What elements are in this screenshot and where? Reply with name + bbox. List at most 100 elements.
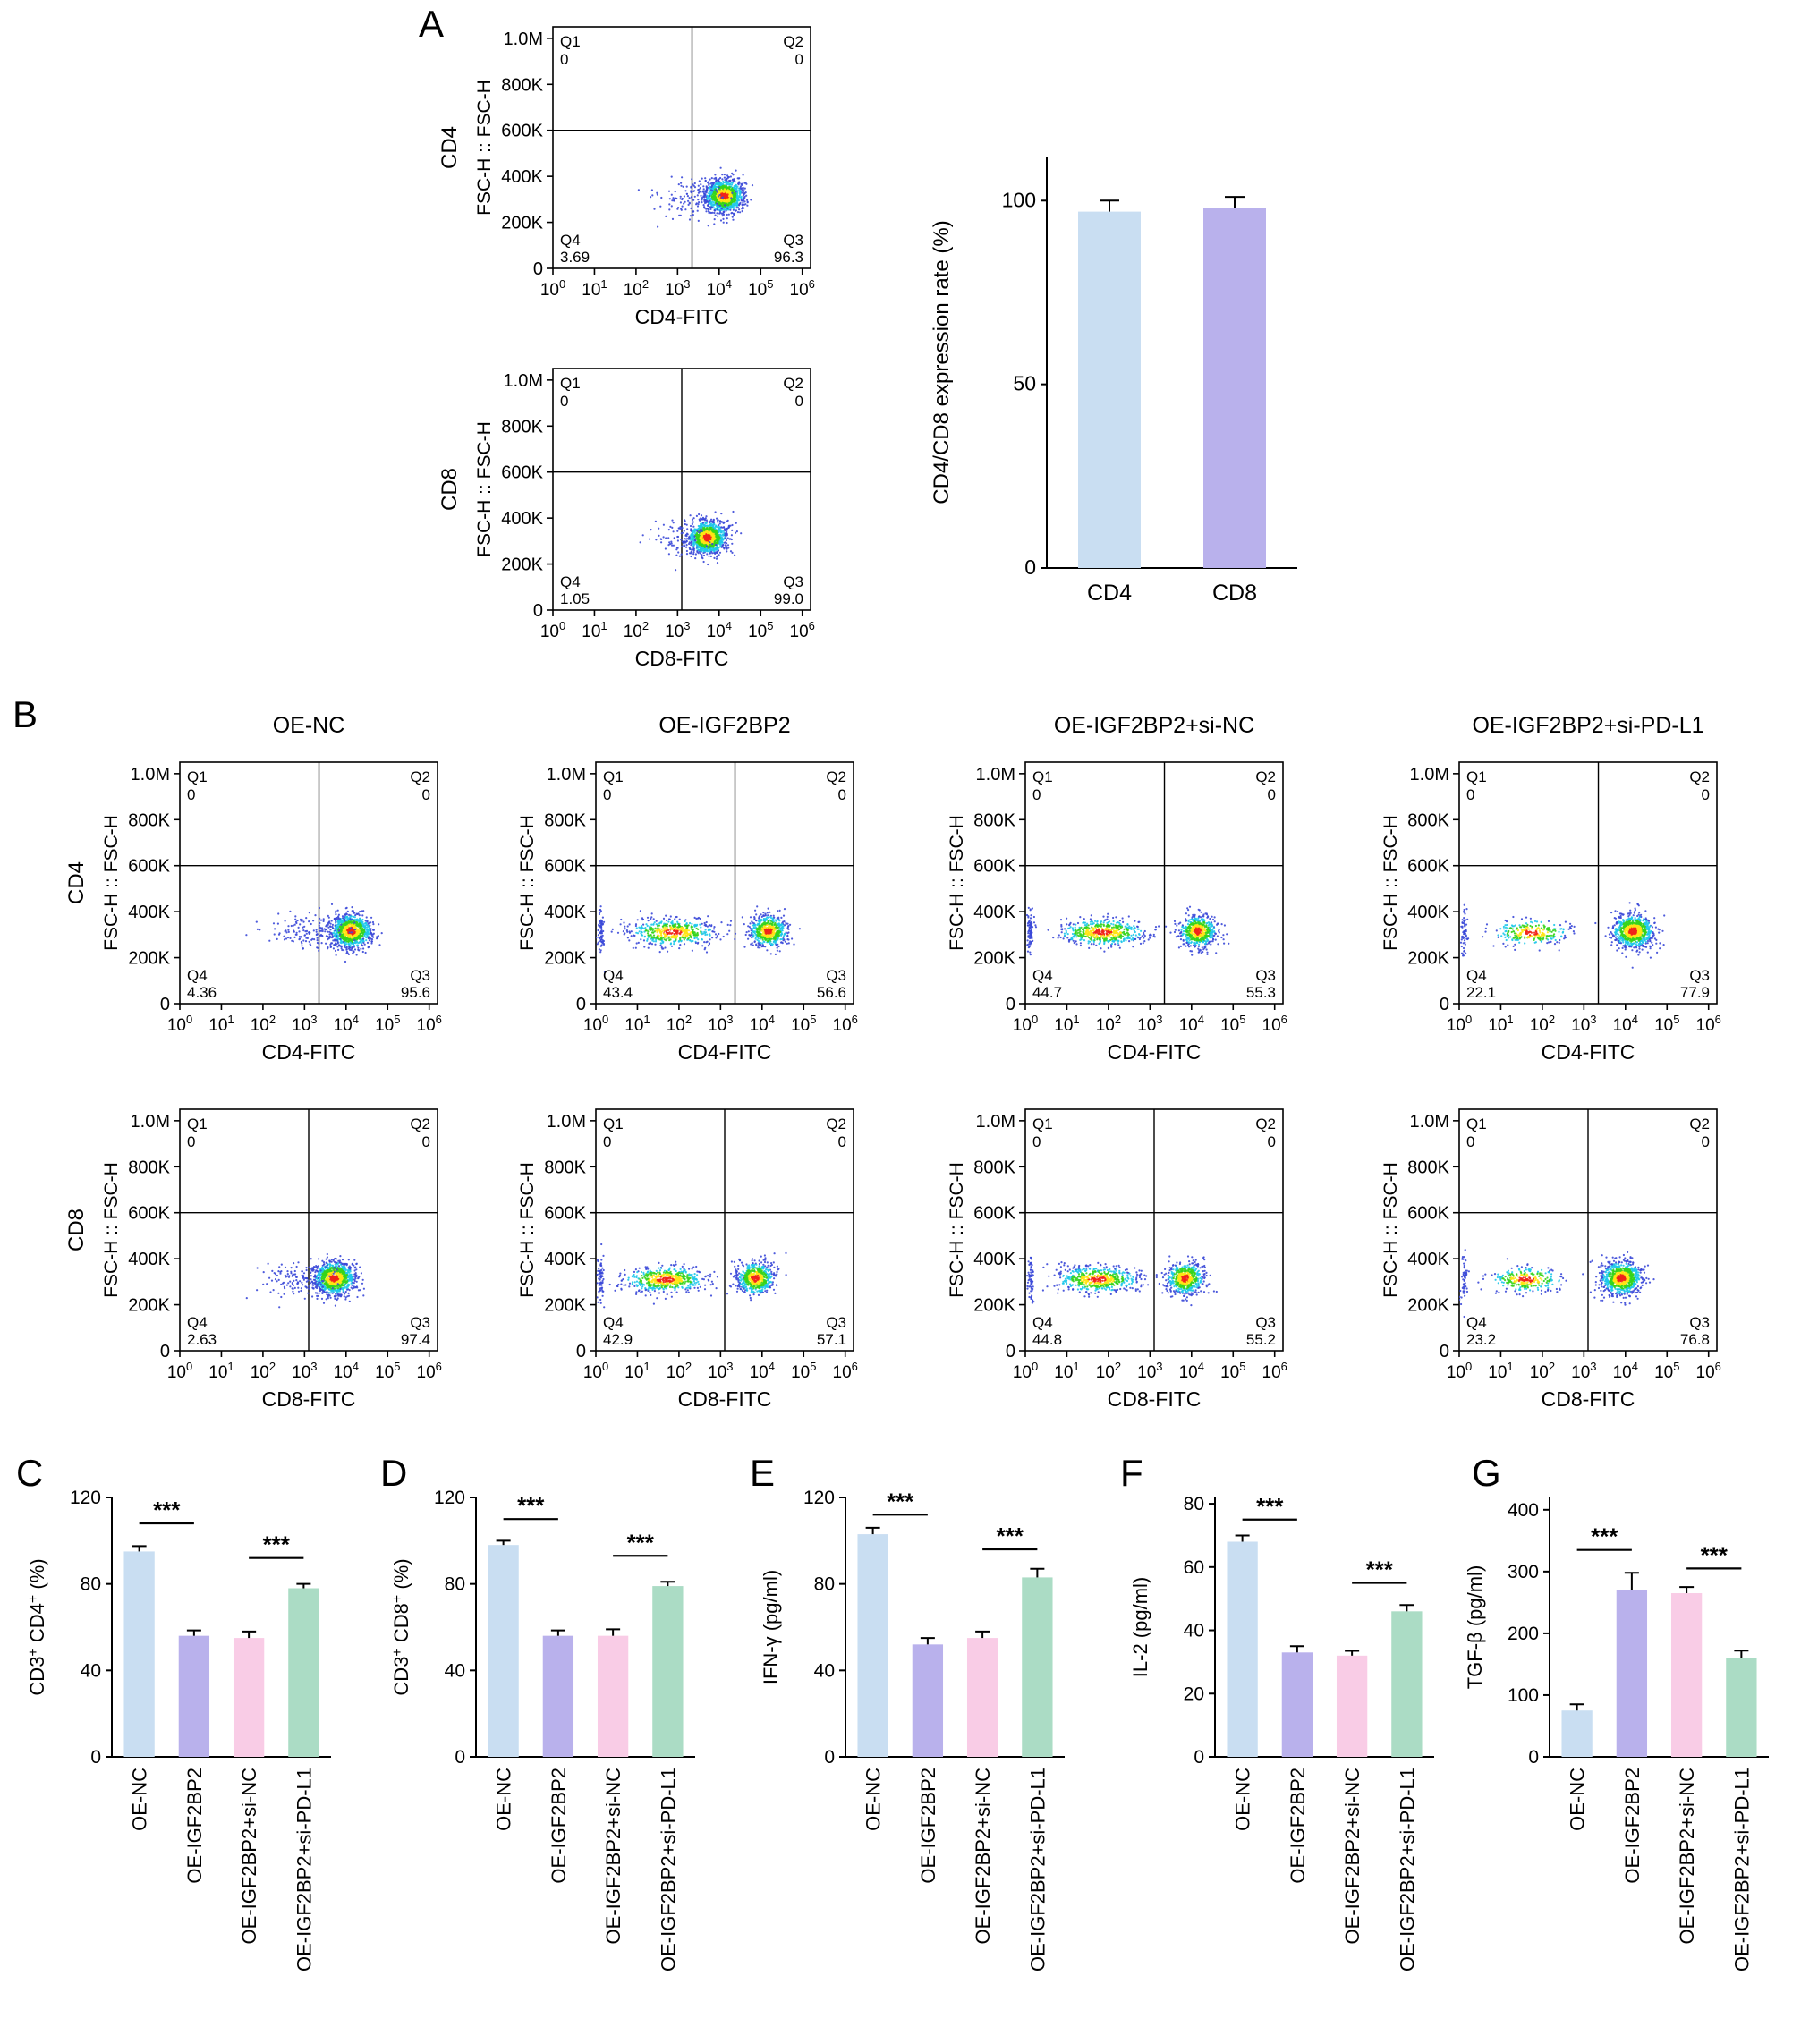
y-tick-label: 200K [128,949,170,969]
bar [1078,211,1141,568]
x-tick-label: 101 [1054,1013,1079,1035]
x-tick-label: 105 [1654,1013,1679,1035]
y-tick-label: 40 [1184,1621,1204,1641]
x-tick-label: 101 [582,619,607,641]
quadrant-label: Q2 [783,375,803,392]
quadrant-label: 22.1 [1466,984,1496,1001]
bar [1227,1541,1258,1757]
bar-chart-svg: 0 100 200 300 400 TGF-β (pg/ml) OE-NC OE-IGF2BP… [1464,1497,1769,1972]
x-tick-label: 101 [208,1360,234,1382]
x-tick-label: 102 [624,277,649,300]
x-axis-label: CD8-FITC [262,1387,356,1411]
y-tick-label: 1.0M [131,1112,170,1132]
y-tick-label: 600K [1407,1204,1449,1224]
category-label: OE-IGF2BP2+si-NC [972,1768,994,1945]
y-tick-label: 600K [1407,857,1449,877]
y-tick-label: 600K [501,122,543,141]
quadrant-label: 55.2 [1246,1331,1276,1348]
x-tick-label: 100 [1447,1360,1472,1382]
quadrant-label: 56.6 [817,984,846,1001]
x-tick-label: 100 [540,277,565,300]
x-tick-label: 106 [1696,1013,1721,1035]
bar [1616,1590,1648,1757]
x-tick-label: 104 [1613,1360,1638,1382]
category-label: OE-IGF2BP2 [917,1768,939,1884]
y-tick-label: 200K [128,1296,170,1316]
quadrant-label: Q1 [1032,768,1053,785]
column-title-oe-igf2bp2-si-pd-l1: OE-IGF2BP2+si-PD-L1 [1472,713,1704,738]
quadrant-label: 97.4 [401,1331,430,1348]
quadrant-label: 0 [603,1133,611,1150]
quadrant-label: Q2 [410,1115,430,1132]
y-tick-label: 800K [1407,1158,1449,1177]
y-tick-label: 0 [1440,1342,1449,1361]
y-tick-label: 600K [544,1204,586,1224]
y-tick-label: 800K [1407,810,1449,830]
quadrant-label: 1.05 [560,590,590,607]
bar [966,1638,998,1757]
category-label: CD4 [1087,581,1132,606]
flow-plot-b-cd8-oe-igf2bp2-si-nc: 1.0M 800K 600K 400K 200K 0 100 101 102 103 104 105 1… [911,1098,1296,1443]
y-tick-label: 600K [128,1204,170,1224]
bar-chart-svg: 0 40 80 120 CD3+ CD4+ (%) OE-NC OE-IGF2BP2 OE-I… [26,1488,331,1972]
quadrant-label: 0 [560,51,568,68]
y-tick-label: 1.0M [976,1112,1015,1132]
quadrant-label: 0 [422,1133,430,1150]
y-tick-label: 200K [501,214,543,233]
y-tick-label: 600K [973,1204,1015,1224]
x-tick-label: 100 [167,1360,192,1382]
y-axis-label: FSC-H :: FSC-H [947,1162,967,1298]
category-label: OE-IGF2BP2+si-NC [238,1768,260,1945]
y-tick-label: 100 [1508,1685,1539,1706]
quadrant-label: Q1 [187,768,208,785]
quadrant-label: 4.36 [187,984,217,1001]
y-tick-label: 800K [501,75,543,95]
y-axis-label: TGF-β (pg/ml) [1464,1565,1486,1690]
y-tick-label: 200K [1407,949,1449,969]
significance-stars: *** [997,1522,1024,1549]
category-label: CD8 [1212,581,1257,606]
quadrant-label: 0 [838,786,846,803]
y-tick-label: 400K [973,1250,1015,1269]
quadrant-label: Q4 [560,573,581,590]
x-tick-label: 105 [1654,1360,1679,1382]
bar [123,1551,155,1757]
y-axis-label: FSC-H :: FSC-H [101,1162,122,1298]
panel-label-f: F [1120,1452,1143,1494]
x-tick-label: 102 [1530,1360,1555,1382]
y-tick-label: 0 [1528,1747,1539,1768]
category-label: OE-NC [862,1768,885,1831]
quadrant-label: 43.4 [603,984,633,1001]
y-tick-label: 0 [160,1342,170,1361]
quadrant-label: 0 [1466,1133,1474,1150]
y-axis-label: FSC-H :: FSC-H [947,815,967,951]
x-tick-label: 106 [833,1360,858,1382]
quadrant-label: Q4 [187,1314,208,1331]
quadrant-label: Q1 [1466,768,1487,785]
x-tick-label: 100 [540,619,565,641]
x-tick-label: 102 [624,619,649,641]
quadrant-label: 0 [187,1133,195,1150]
y-tick-label: 0 [1006,995,1015,1014]
significance-stars: *** [1591,1523,1618,1550]
category-label: OE-IGF2BP2+si-PD-L1 [1026,1768,1049,1972]
quadrant-label: 23.2 [1466,1331,1496,1348]
y-tick-label: 1.0M [1410,765,1449,785]
significance-stars: *** [517,1492,545,1519]
x-axis-label: CD8-FITC [1108,1387,1202,1411]
x-tick-label: 103 [1571,1360,1596,1382]
y-tick-label: 40 [445,1660,465,1681]
flow-plot-b-cd8-oe-igf2bp2-si-pd-l1: 1.0M 800K 600K 400K 200K 0 100 101 102 103 104 105 1… [1345,1098,1729,1443]
quadrant-label: 0 [1702,786,1710,803]
y-axis-label: FSC-H :: FSC-H [517,1162,538,1298]
quadrant-label: Q3 [410,967,430,984]
y-tick-label: 800K [973,810,1015,830]
scatter-points [1025,905,1230,956]
x-tick-label: 104 [750,1360,775,1382]
quadrant-label: Q3 [1255,967,1276,984]
y-axis-label: FSC-H :: FSC-H [1380,1162,1401,1298]
